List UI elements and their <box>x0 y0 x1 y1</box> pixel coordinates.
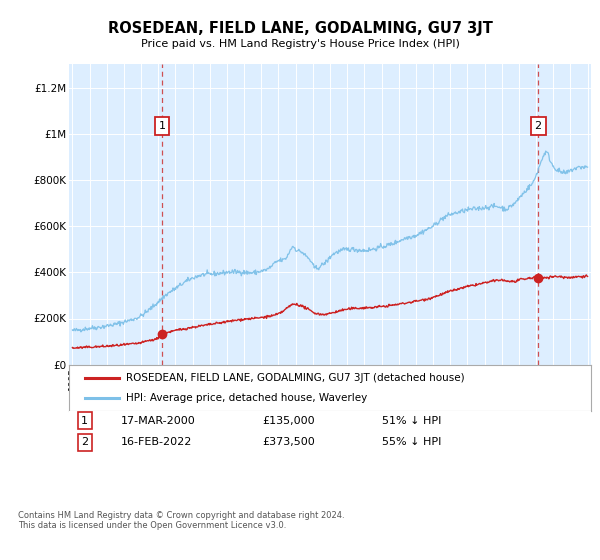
Text: 51% ↓ HPI: 51% ↓ HPI <box>382 416 442 426</box>
Text: ROSEDEAN, FIELD LANE, GODALMING, GU7 3JT (detached house): ROSEDEAN, FIELD LANE, GODALMING, GU7 3JT… <box>127 373 465 382</box>
Text: 2: 2 <box>81 437 88 447</box>
Text: 55% ↓ HPI: 55% ↓ HPI <box>382 437 442 447</box>
Text: 2: 2 <box>535 121 542 131</box>
Text: Contains HM Land Registry data © Crown copyright and database right 2024.: Contains HM Land Registry data © Crown c… <box>18 511 344 520</box>
Text: HPI: Average price, detached house, Waverley: HPI: Average price, detached house, Wave… <box>127 393 368 403</box>
Text: Price paid vs. HM Land Registry's House Price Index (HPI): Price paid vs. HM Land Registry's House … <box>140 39 460 49</box>
Text: 16-FEB-2022: 16-FEB-2022 <box>121 437 193 447</box>
Text: 1: 1 <box>158 121 166 131</box>
Text: £373,500: £373,500 <box>262 437 315 447</box>
Text: ROSEDEAN, FIELD LANE, GODALMING, GU7 3JT: ROSEDEAN, FIELD LANE, GODALMING, GU7 3JT <box>107 21 493 36</box>
Text: 17-MAR-2000: 17-MAR-2000 <box>121 416 196 426</box>
Text: £135,000: £135,000 <box>262 416 315 426</box>
Text: This data is licensed under the Open Government Licence v3.0.: This data is licensed under the Open Gov… <box>18 521 286 530</box>
Text: 1: 1 <box>81 416 88 426</box>
